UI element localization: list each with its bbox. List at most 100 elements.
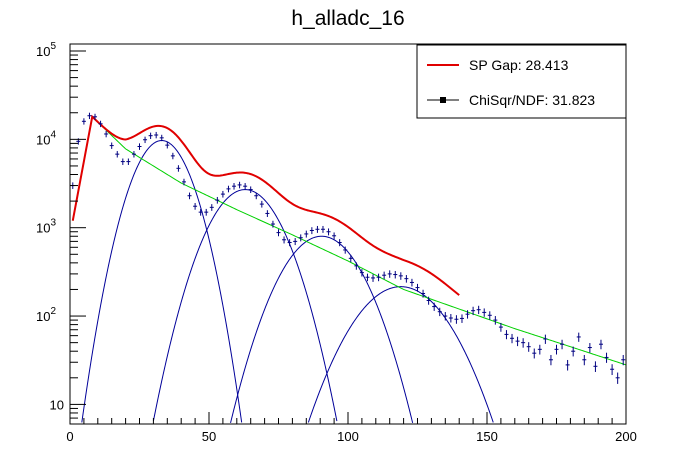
- data-point: [304, 230, 309, 238]
- data-point: [387, 270, 392, 278]
- data-point: [348, 254, 353, 263]
- data-point: [476, 305, 481, 315]
- data-point: [193, 203, 198, 210]
- data-point: [354, 262, 359, 270]
- data-point: [604, 352, 609, 363]
- data-point: [621, 354, 626, 366]
- data-point: [220, 190, 225, 198]
- data-point: [610, 364, 615, 376]
- data-point: [337, 239, 342, 247]
- data-point: [154, 131, 159, 139]
- data-point: [487, 311, 492, 320]
- data-point: [454, 315, 459, 324]
- data-point: [232, 183, 237, 190]
- data-point: [482, 308, 487, 317]
- data-point: [376, 273, 381, 282]
- data-point: [104, 130, 109, 138]
- data-point: [165, 142, 170, 149]
- data-point: [421, 289, 426, 298]
- data-point: [265, 210, 270, 217]
- data-point: [471, 306, 476, 316]
- data-point: [226, 185, 231, 193]
- x-tick-label: 100: [337, 429, 359, 444]
- background-curve: [72, 115, 626, 366]
- data-point: [371, 274, 376, 282]
- data-point: [426, 296, 431, 305]
- y-tick-label: 10: [50, 397, 64, 412]
- y-axis: 10 102 103 104 105: [36, 41, 86, 425]
- data-point: [320, 225, 325, 233]
- data-point: [115, 151, 120, 158]
- data-point: [204, 208, 209, 216]
- y-tick-label: 103: [36, 218, 56, 236]
- data-point: [409, 278, 414, 287]
- data-point: [276, 229, 281, 237]
- data-point: [120, 158, 125, 165]
- data-point: [137, 143, 142, 150]
- data-point: [170, 152, 175, 160]
- data-point: [343, 246, 348, 254]
- data-point: [537, 344, 542, 355]
- data-point: [432, 302, 437, 311]
- y-tick-label: 104: [36, 129, 56, 147]
- data-point: [131, 151, 136, 158]
- data-point: [81, 118, 86, 125]
- legend-label-sp-gap: SP Gap: 28.413: [469, 57, 569, 73]
- data-point: [510, 333, 515, 344]
- x-tick-label: 150: [476, 429, 498, 444]
- data-point: [254, 192, 259, 200]
- data-point: [359, 269, 364, 277]
- data-point: [176, 165, 181, 172]
- data-point: [248, 186, 253, 194]
- data-point: [415, 283, 420, 292]
- data-point: [526, 342, 531, 352]
- data-point: [181, 178, 186, 186]
- legend-box: [416, 44, 627, 119]
- data-point: [593, 361, 598, 372]
- data-point: [459, 314, 464, 323]
- data-point: [87, 112, 92, 120]
- data-point: [332, 232, 337, 240]
- data-point: [237, 181, 242, 189]
- legend: SP Gap: 28.413 ChiSqr/NDF: 31.823: [416, 44, 627, 119]
- data-point: [293, 238, 298, 246]
- data-point: [187, 192, 192, 200]
- y-tick-label: 102: [36, 306, 56, 324]
- data-point: [598, 339, 603, 350]
- data-point: [309, 227, 314, 235]
- data-point: [382, 271, 387, 280]
- x-tick-label: 200: [615, 429, 637, 444]
- data-point: [326, 228, 331, 236]
- data-point: [393, 270, 398, 279]
- data-point: [398, 272, 403, 280]
- data-point: [532, 348, 537, 359]
- data-point: [143, 136, 148, 144]
- data-point: [215, 196, 220, 204]
- data-point: [543, 334, 548, 344]
- data-point: [576, 332, 581, 342]
- chart-title: h_alladc_16: [291, 7, 404, 30]
- data-point: [565, 359, 570, 371]
- legend-swatch-chisqr-marker: [440, 97, 446, 103]
- x-tick-label: 50: [202, 429, 216, 444]
- data-point: [404, 275, 409, 283]
- data-point: [582, 354, 587, 366]
- data-point: [315, 225, 320, 233]
- data-point: [159, 134, 164, 142]
- data-point: [437, 307, 442, 317]
- data-point: [521, 338, 526, 348]
- data-point: [554, 344, 559, 355]
- gaussian-curve-2: [152, 189, 338, 422]
- data-point: [259, 200, 264, 208]
- data-point: [98, 120, 103, 128]
- x-axis: 0 50 100 150 200: [66, 412, 637, 444]
- data-point: [198, 208, 203, 216]
- data-point: [282, 236, 287, 244]
- data-point: [270, 220, 275, 228]
- x-tick-label: 0: [66, 429, 73, 444]
- data-point: [587, 343, 592, 353]
- gaussian-curve-4: [307, 286, 494, 423]
- data-point: [504, 330, 509, 340]
- data-point: [148, 132, 153, 140]
- chart-data-points: [70, 112, 626, 384]
